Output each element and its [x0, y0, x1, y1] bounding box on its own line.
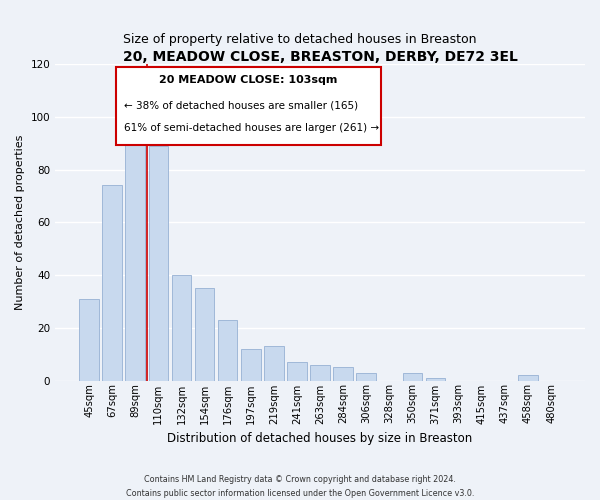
FancyBboxPatch shape — [116, 67, 381, 144]
Bar — [334, 368, 353, 380]
Bar — [264, 346, 284, 380]
Bar — [241, 349, 260, 380]
Text: 61% of semi-detached houses are larger (261) →: 61% of semi-detached houses are larger (… — [124, 122, 379, 132]
Bar — [149, 146, 168, 380]
Bar — [287, 362, 307, 380]
Bar — [103, 186, 122, 380]
Text: ← 38% of detached houses are smaller (165): ← 38% of detached houses are smaller (16… — [124, 100, 358, 110]
Text: Contains HM Land Registry data © Crown copyright and database right 2024.
Contai: Contains HM Land Registry data © Crown c… — [126, 476, 474, 498]
Bar — [79, 298, 99, 380]
Bar — [426, 378, 445, 380]
Bar — [125, 132, 145, 380]
Bar — [356, 372, 376, 380]
Bar — [195, 288, 214, 380]
Bar — [172, 275, 191, 380]
Title: 20, MEADOW CLOSE, BREASTON, DERBY, DE72 3EL: 20, MEADOW CLOSE, BREASTON, DERBY, DE72 … — [122, 50, 518, 64]
X-axis label: Distribution of detached houses by size in Breaston: Distribution of detached houses by size … — [167, 432, 473, 445]
Text: Size of property relative to detached houses in Breaston: Size of property relative to detached ho… — [123, 32, 477, 46]
Bar — [518, 375, 538, 380]
Bar — [218, 320, 238, 380]
Text: 20 MEADOW CLOSE: 103sqm: 20 MEADOW CLOSE: 103sqm — [160, 75, 338, 85]
Y-axis label: Number of detached properties: Number of detached properties — [15, 134, 25, 310]
Bar — [403, 372, 422, 380]
Bar — [310, 364, 330, 380]
